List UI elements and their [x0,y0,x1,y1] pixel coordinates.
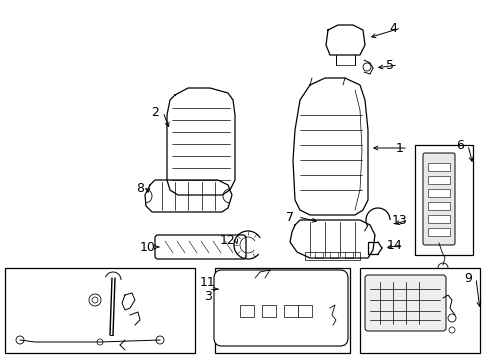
Text: 4: 4 [388,22,396,35]
Text: 1: 1 [395,141,403,154]
Text: 11: 11 [200,276,215,289]
Text: 6: 6 [455,139,463,152]
Bar [427,228,449,236]
Text: 9: 9 [463,271,471,284]
Text: 8: 8 [136,181,143,194]
Text: 7: 7 [285,211,293,224]
Bar [284,305,297,317]
FancyBboxPatch shape [422,153,454,245]
FancyBboxPatch shape [155,235,245,259]
Bar [427,215,449,223]
Text: 10: 10 [140,240,156,253]
Text: 5: 5 [385,59,393,72]
Bar [5,268,195,353]
Text: 2: 2 [151,105,159,118]
Bar [427,163,449,171]
Text: 3: 3 [203,289,211,302]
Bar [297,305,311,317]
FancyBboxPatch shape [214,270,347,346]
Bar [359,268,479,353]
Bar [427,176,449,184]
Bar [262,305,275,317]
Bar [427,189,449,197]
Bar [240,305,253,317]
Bar [427,202,449,210]
Bar [305,252,359,260]
Bar [314,252,323,258]
Bar [329,252,337,258]
Text: 12: 12 [220,234,235,247]
Bar [414,145,472,255]
Text: 14: 14 [386,239,402,252]
Text: 13: 13 [391,213,407,226]
FancyBboxPatch shape [364,275,445,331]
Bar [345,252,352,258]
Bar [215,268,349,353]
